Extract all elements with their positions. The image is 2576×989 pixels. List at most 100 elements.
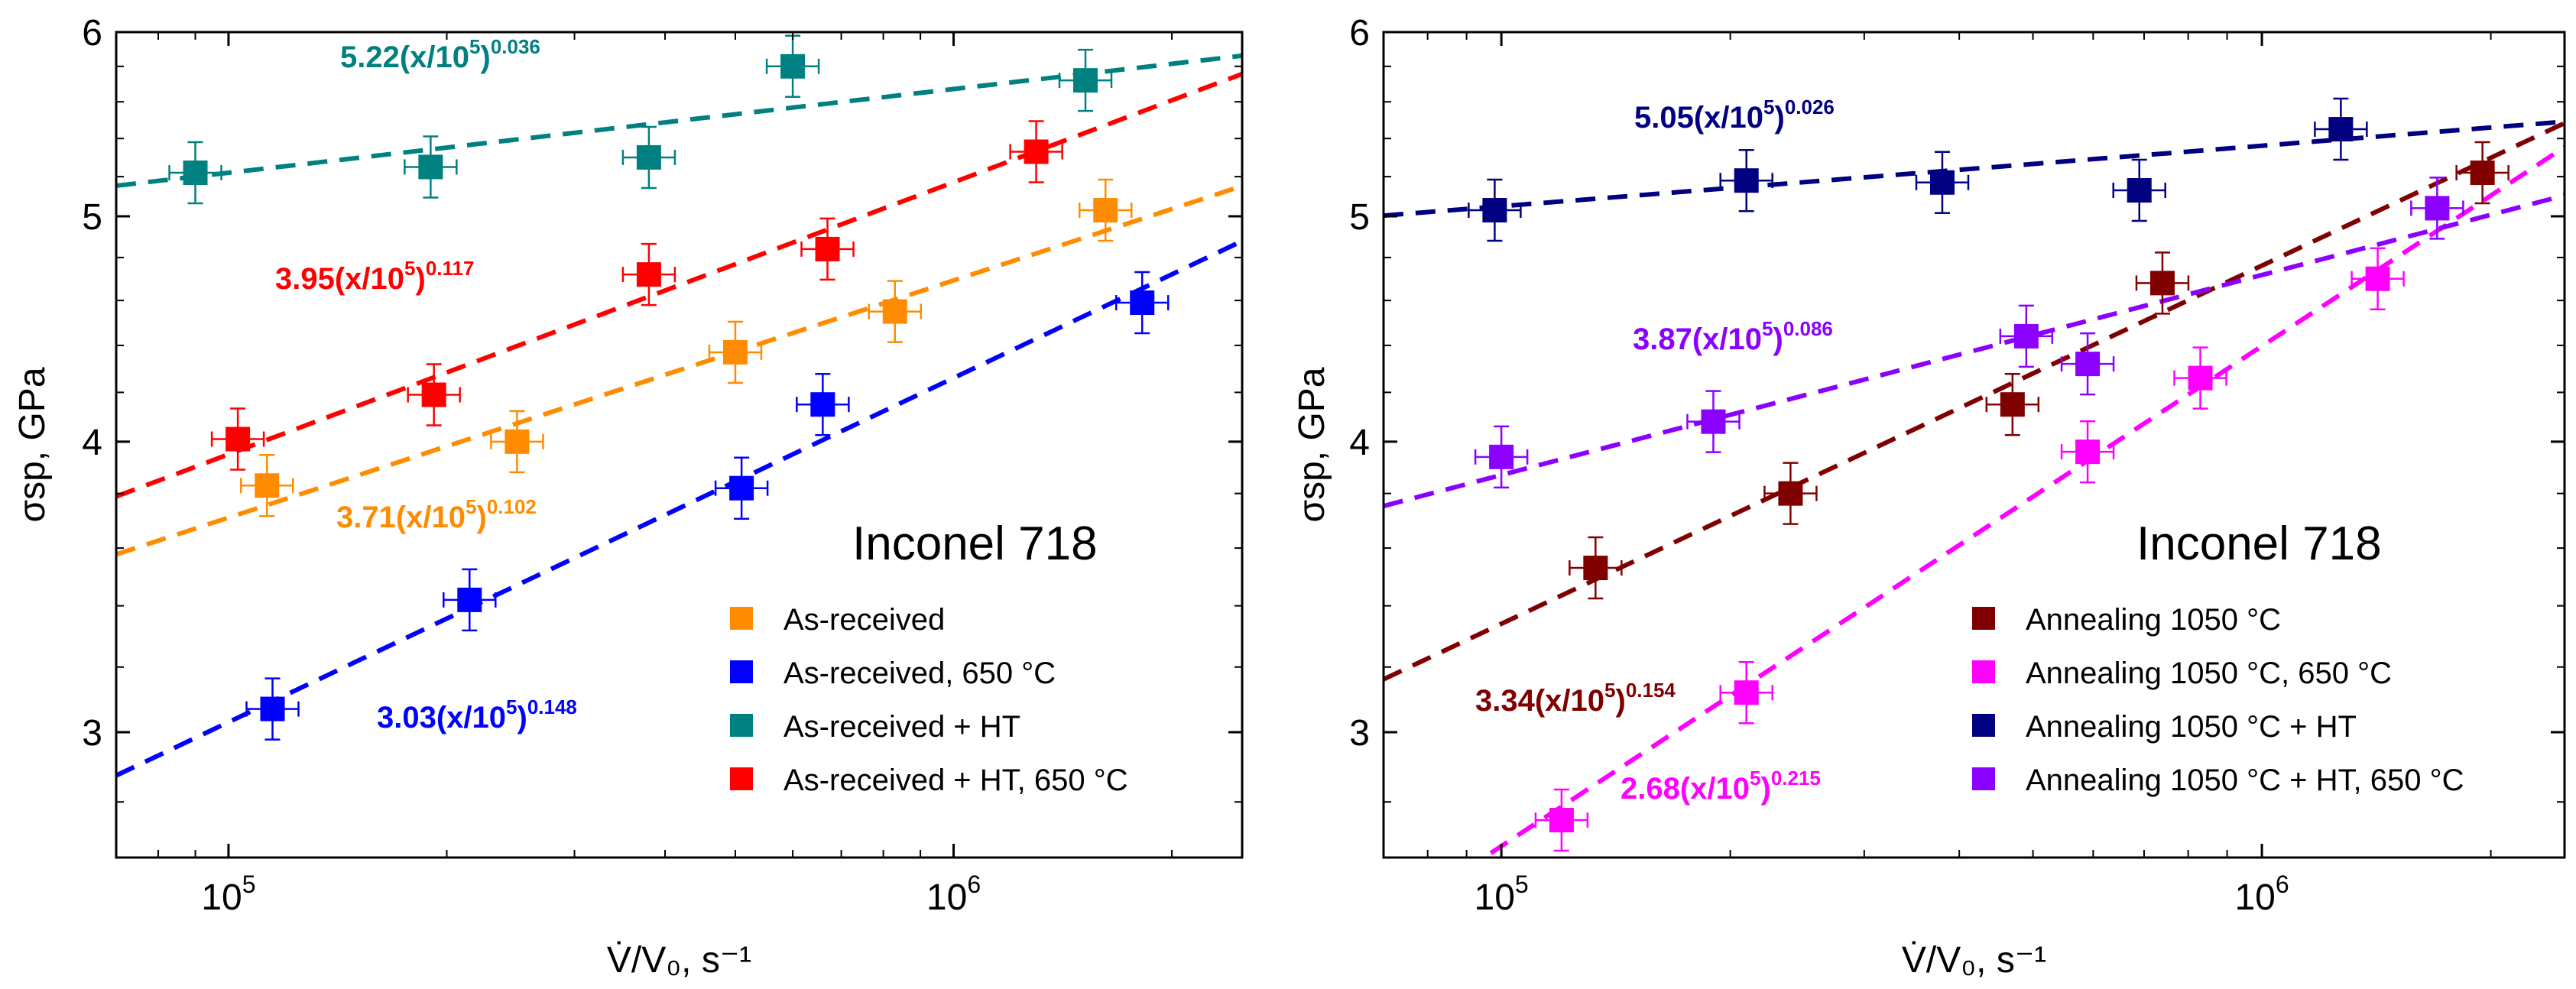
data-point-marker	[636, 144, 661, 170]
fit-line	[1384, 193, 2565, 509]
plot-frame	[1382, 31, 2566, 859]
fit-equation-label: 3.03(x/105)0.148	[377, 696, 577, 734]
fit-line	[1480, 144, 2565, 858]
data-point-marker	[1734, 168, 1759, 193]
data-point-marker	[457, 587, 482, 612]
data-point-marker	[815, 236, 840, 261]
legend-label: As-received + HT, 650 °C	[784, 764, 1128, 797]
data-point-marker	[2365, 266, 2390, 291]
fit-equation-base: 3.95(x/10	[275, 262, 404, 296]
fit-equation-exponent: 0.026	[1785, 96, 1835, 118]
data-point-marker	[2075, 352, 2101, 377]
data-point-marker	[810, 392, 835, 417]
fit-line	[116, 71, 1242, 499]
data-point-marker	[183, 161, 208, 186]
fit-equation-label: 2.68(x/105)0.215	[1621, 767, 1821, 806]
fit-equation-label: 3.34(x/105)0.154	[1475, 679, 1676, 718]
fit-equation-base: 3.87(x/10	[1633, 323, 1762, 356]
x-tick-label: 106	[926, 871, 981, 918]
data-point-marker	[2013, 323, 2039, 349]
data-point-marker	[2188, 365, 2213, 391]
y-tick-label: 5	[82, 197, 102, 238]
fit-equation-base: 2.68(x/10	[1621, 772, 1750, 806]
y-tick-label: 4	[1349, 423, 1370, 463]
data-point-marker	[882, 299, 907, 324]
data-point-marker	[1073, 68, 1098, 93]
data-point-marker	[1701, 409, 1726, 434]
y-axis-title: σsp, GPa	[12, 367, 53, 522]
fit-equation-exponent: 0.117	[426, 257, 475, 280]
fit-equation-base: 3.34(x/10	[1475, 684, 1604, 718]
x-axis-title: V̇/V₀, s⁻¹	[607, 940, 751, 981]
fit-equation-exponent: 0.215	[1771, 767, 1821, 790]
fit-equation-close: )	[481, 41, 491, 74]
data-point-marker	[1024, 139, 1049, 164]
legend-marker	[730, 607, 753, 630]
data-point-marker	[2328, 117, 2354, 142]
data-point-marker	[1583, 556, 1608, 581]
panel-title: Inconel 718	[852, 517, 1098, 570]
fit-equation-exponent: 0.154	[1626, 679, 1676, 702]
fit-equation-base: 5.05(x/10	[1634, 101, 1763, 135]
legend-marker	[1972, 767, 1995, 790]
fit-equation-base: 3.71(x/10	[336, 501, 466, 534]
fit-equation-sup: 5	[506, 696, 517, 718]
legend-marker	[730, 660, 753, 683]
legend-label: Annealing 1050 °C	[2026, 603, 2281, 637]
fit-equation-sup: 5	[404, 257, 415, 280]
legend-label: As-received	[784, 603, 945, 637]
y-tick-label: 4	[82, 423, 102, 463]
legend-marker	[1972, 607, 1995, 630]
legend-marker	[730, 714, 753, 737]
data-point-marker	[260, 696, 285, 721]
y-tick-label: 3	[82, 713, 102, 754]
fit-line	[1384, 119, 2565, 219]
fit-equation-label: 3.95(x/105)0.117	[275, 257, 474, 296]
data-point-marker	[1778, 481, 1803, 506]
legend-label: Annealing 1050 °C, 650 °C	[2026, 657, 2392, 690]
legend-label: Annealing 1050 °C + HT	[2026, 710, 2357, 744]
data-point-marker	[729, 475, 754, 501]
legend-label: As-received, 650 °C	[784, 657, 1056, 690]
data-point-marker	[722, 339, 748, 365]
fit-equation-exponent: 0.036	[491, 35, 540, 58]
legend-marker	[1972, 714, 1995, 737]
fit-line	[116, 183, 1242, 557]
data-point-marker	[2000, 392, 2025, 417]
x-tick-label: 106	[2234, 871, 2289, 918]
x-tick-exponent: 5	[1515, 871, 1529, 898]
fit-equation-close: )	[1775, 101, 1785, 135]
data-point-marker	[2075, 439, 2101, 465]
x-tick-label: 105	[1475, 871, 1529, 918]
fit-equation-sup: 5	[466, 495, 476, 518]
data-point-marker	[2127, 178, 2152, 203]
legend-label: As-received + HT	[784, 710, 1020, 744]
legend-marker	[730, 767, 753, 790]
fit-equation-label: 3.87(x/105)0.086	[1633, 317, 1833, 356]
data-point-marker	[1130, 290, 1155, 316]
x-tick-exponent: 5	[242, 871, 256, 898]
data-point-marker	[1549, 808, 1574, 833]
data-point-marker	[780, 54, 806, 79]
data-point-marker	[418, 154, 443, 180]
data-point-marker	[1734, 680, 1759, 705]
fit-line	[116, 53, 1242, 188]
y-tick-label: 5	[1349, 197, 1370, 238]
y-tick-label: 3	[1349, 713, 1370, 754]
y-tick-label: 6	[82, 13, 102, 54]
fit-equation-exponent: 0.086	[1783, 317, 1833, 340]
x-tick-exponent: 6	[2276, 871, 2289, 898]
fit-equation-exponent: 0.148	[527, 696, 577, 718]
fit-line	[1384, 121, 2565, 682]
fit-line	[116, 238, 1242, 778]
x-tick-exponent: 6	[967, 871, 981, 898]
fit-equation-label: 5.05(x/105)0.026	[1634, 96, 1835, 135]
x-tick-base: 10	[926, 877, 967, 918]
data-point-marker	[636, 262, 661, 287]
data-point-marker	[1489, 444, 1514, 469]
data-point-marker	[2149, 271, 2175, 296]
fit-equation-base: 3.03(x/10	[377, 701, 506, 734]
